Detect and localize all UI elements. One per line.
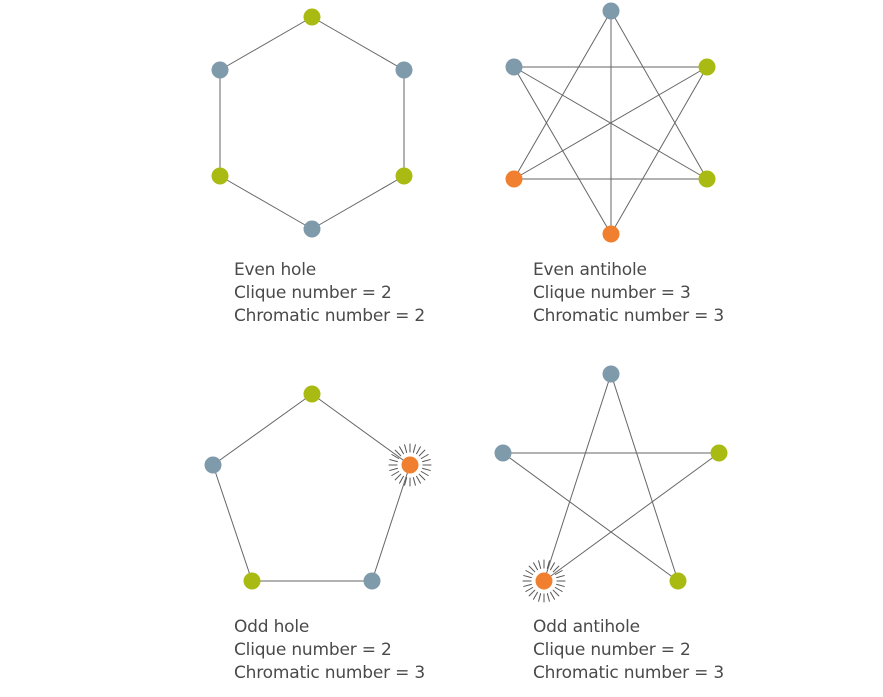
odd-hole-highlight-rays (388, 443, 432, 487)
even-antihole-vertex-orange (602, 225, 620, 243)
odd-hole-vertex-green (243, 572, 261, 590)
even-antihole-vertex-green (698, 58, 716, 76)
odd-antihole-graph (494, 365, 728, 603)
odd-antihole-caption: Odd antihole Clique number = 2 Chromatic… (533, 616, 724, 685)
odd-antihole-vertex-blue (494, 444, 512, 462)
odd-antihole-vertex-blue (602, 365, 620, 383)
even-hole-edge (219, 175, 313, 230)
even-antihole-edge (513, 66, 708, 180)
even-hole-vertex-green (395, 167, 413, 185)
odd-hole-vertex-blue (204, 456, 222, 474)
odd-hole-edge (212, 393, 313, 466)
even-hole-vertex-green (303, 8, 321, 26)
odd-hole-caption: Odd hole Clique number = 2 Chromatic num… (234, 616, 425, 685)
even-hole-chromatic-number: Chromatic number = 2 (234, 306, 425, 326)
even-antihole-title: Even antihole (533, 260, 647, 280)
odd-antihole-vertex-green (710, 444, 728, 462)
even-antihole-graph (505, 2, 716, 243)
even-hole-edge (311, 16, 405, 71)
odd-hole-graph (204, 385, 432, 590)
odd-hole-edge (311, 393, 411, 466)
odd-hole-vertex-orange (401, 456, 419, 474)
even-hole-edge (311, 175, 405, 230)
even-hole-edge (219, 16, 313, 71)
even-hole-caption: Even hole Clique number = 2 Chromatic nu… (234, 259, 425, 328)
odd-antihole-edge (610, 373, 679, 582)
even-antihole-caption: Even antihole Clique number = 3 Chromati… (533, 259, 724, 328)
odd-antihole-edge (543, 373, 612, 582)
odd-hole-chromatic-number: Chromatic number = 3 (234, 663, 425, 683)
even-hole-vertex-blue (395, 61, 413, 79)
even-hole-clique-number: Clique number = 2 (234, 283, 392, 303)
even-antihole-vertex-orange (505, 170, 523, 188)
odd-hole-vertex-green (303, 385, 321, 403)
odd-hole-clique-number: Clique number = 2 (234, 640, 392, 660)
even-antihole-vertex-green (698, 170, 716, 188)
odd-hole-vertex-blue (363, 572, 381, 590)
odd-hole-title: Odd hole (234, 617, 310, 637)
odd-antihole-title: Odd antihole (533, 617, 640, 637)
even-hole-vertex-blue (211, 61, 229, 79)
even-antihole-edge (610, 66, 708, 235)
odd-hole-edge (371, 464, 411, 582)
even-antihole-vertex-blue (505, 58, 523, 76)
odd-antihole-vertex-orange (535, 572, 553, 590)
even-hole-graph (211, 8, 413, 238)
odd-antihole-edge (502, 452, 679, 582)
odd-antihole-clique-number: Clique number = 2 (533, 640, 691, 660)
even-antihole-chromatic-number: Chromatic number = 3 (533, 306, 724, 326)
odd-antihole-chromatic-number: Chromatic number = 3 (533, 663, 724, 683)
even-antihole-vertex-blue (602, 2, 620, 20)
odd-antihole-vertex-green (669, 572, 687, 590)
odd-antihole-edge (543, 452, 720, 582)
even-hole-title: Even hole (234, 260, 316, 280)
even-hole-vertex-blue (303, 220, 321, 238)
even-antihole-clique-number: Clique number = 3 (533, 283, 691, 303)
even-antihole-edge (513, 66, 612, 235)
odd-hole-edge (212, 464, 253, 582)
even-hole-vertex-green (211, 167, 229, 185)
odd-antihole-highlight-rays (522, 559, 566, 603)
